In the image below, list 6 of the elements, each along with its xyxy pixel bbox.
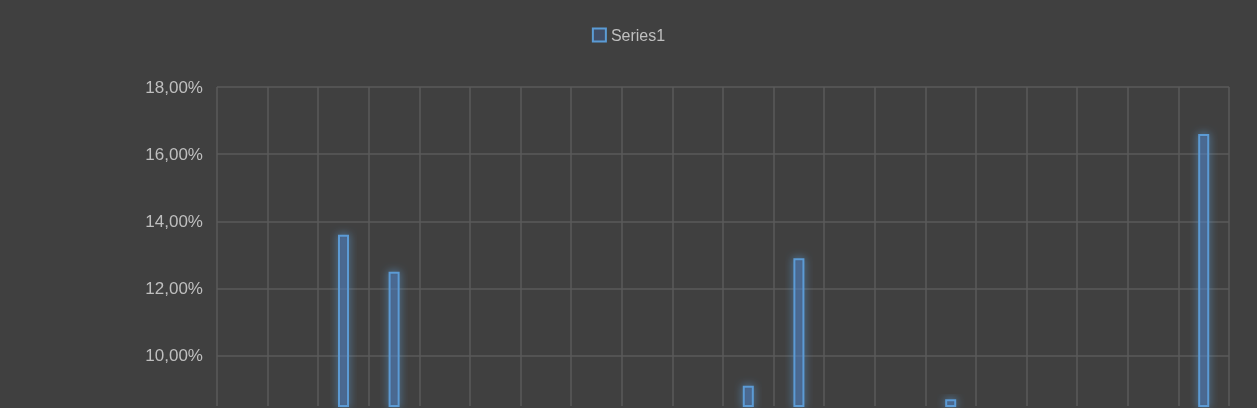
y-tick-label: 14,00% — [145, 211, 203, 231]
y-tick-label: 10,00% — [145, 346, 203, 366]
y-tick-label: 18,00% — [145, 77, 203, 97]
legend-label: Series1 — [610, 26, 666, 44]
y-tick-label: 16,00% — [145, 144, 203, 164]
y-tick-label: 12,00% — [145, 278, 203, 298]
